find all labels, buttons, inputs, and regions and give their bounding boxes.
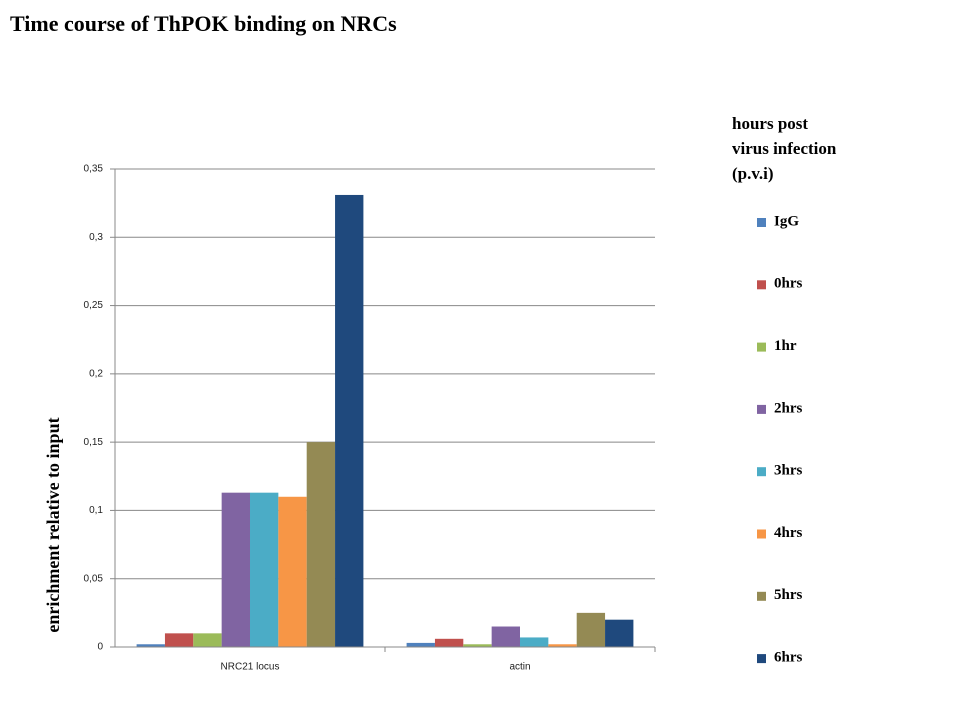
- legend-swatch: [757, 218, 766, 227]
- bar: [520, 637, 549, 647]
- x-tick-label: actin: [509, 662, 530, 673]
- bar: [605, 619, 634, 647]
- legend-label: 2hrs: [774, 400, 803, 416]
- legend-label: IgG: [774, 213, 799, 229]
- legend-label: 4hrs: [774, 525, 803, 541]
- y-tick-label: 0: [97, 642, 103, 653]
- bar: [221, 492, 250, 647]
- y-axis-label: enrichment relative to input: [43, 417, 63, 632]
- bar: [193, 633, 222, 647]
- bar: [491, 626, 520, 647]
- legend-swatch: [757, 654, 766, 664]
- y-tick-label: 0,05: [84, 573, 104, 584]
- legend-swatch: [757, 404, 766, 414]
- bar: [576, 612, 606, 647]
- legend-swatch: [757, 529, 766, 539]
- legend-label: 3hrs: [774, 463, 803, 479]
- legend-swatch: [757, 342, 766, 352]
- bar: [434, 638, 464, 647]
- legend-label: 1hr: [774, 338, 797, 354]
- bar: [406, 642, 435, 647]
- y-tick-label: 0,25: [84, 300, 104, 311]
- legend-swatch: [757, 591, 766, 601]
- bar: [548, 644, 577, 647]
- y-tick-label: 0,35: [84, 164, 104, 175]
- legend-label: 0hrs: [774, 276, 803, 292]
- y-tick-label: 0,1: [89, 505, 103, 516]
- bar: [306, 442, 336, 647]
- chart-title: Time course of ThPOK binding on NRCs: [10, 11, 397, 36]
- y-tick-label: 0,3: [89, 232, 103, 243]
- x-tick-label: NRC21 locus: [221, 662, 280, 673]
- bar: [136, 644, 165, 647]
- y-tick-label: 0,2: [89, 368, 103, 379]
- legend-title: (p.v.i): [732, 164, 774, 183]
- bar: [463, 644, 492, 647]
- legend-label: 5hrs: [774, 587, 803, 603]
- legend-swatch: [757, 280, 766, 290]
- legend-label: 6hrs: [774, 650, 803, 666]
- bar: [164, 633, 194, 647]
- legend-title: hours post: [732, 114, 808, 133]
- legend-title: virus infection: [732, 139, 837, 158]
- bar: [335, 194, 364, 647]
- legend-swatch: [757, 467, 766, 477]
- y-tick-label: 0,15: [84, 437, 104, 448]
- bar: [250, 492, 279, 647]
- bar: [278, 496, 307, 647]
